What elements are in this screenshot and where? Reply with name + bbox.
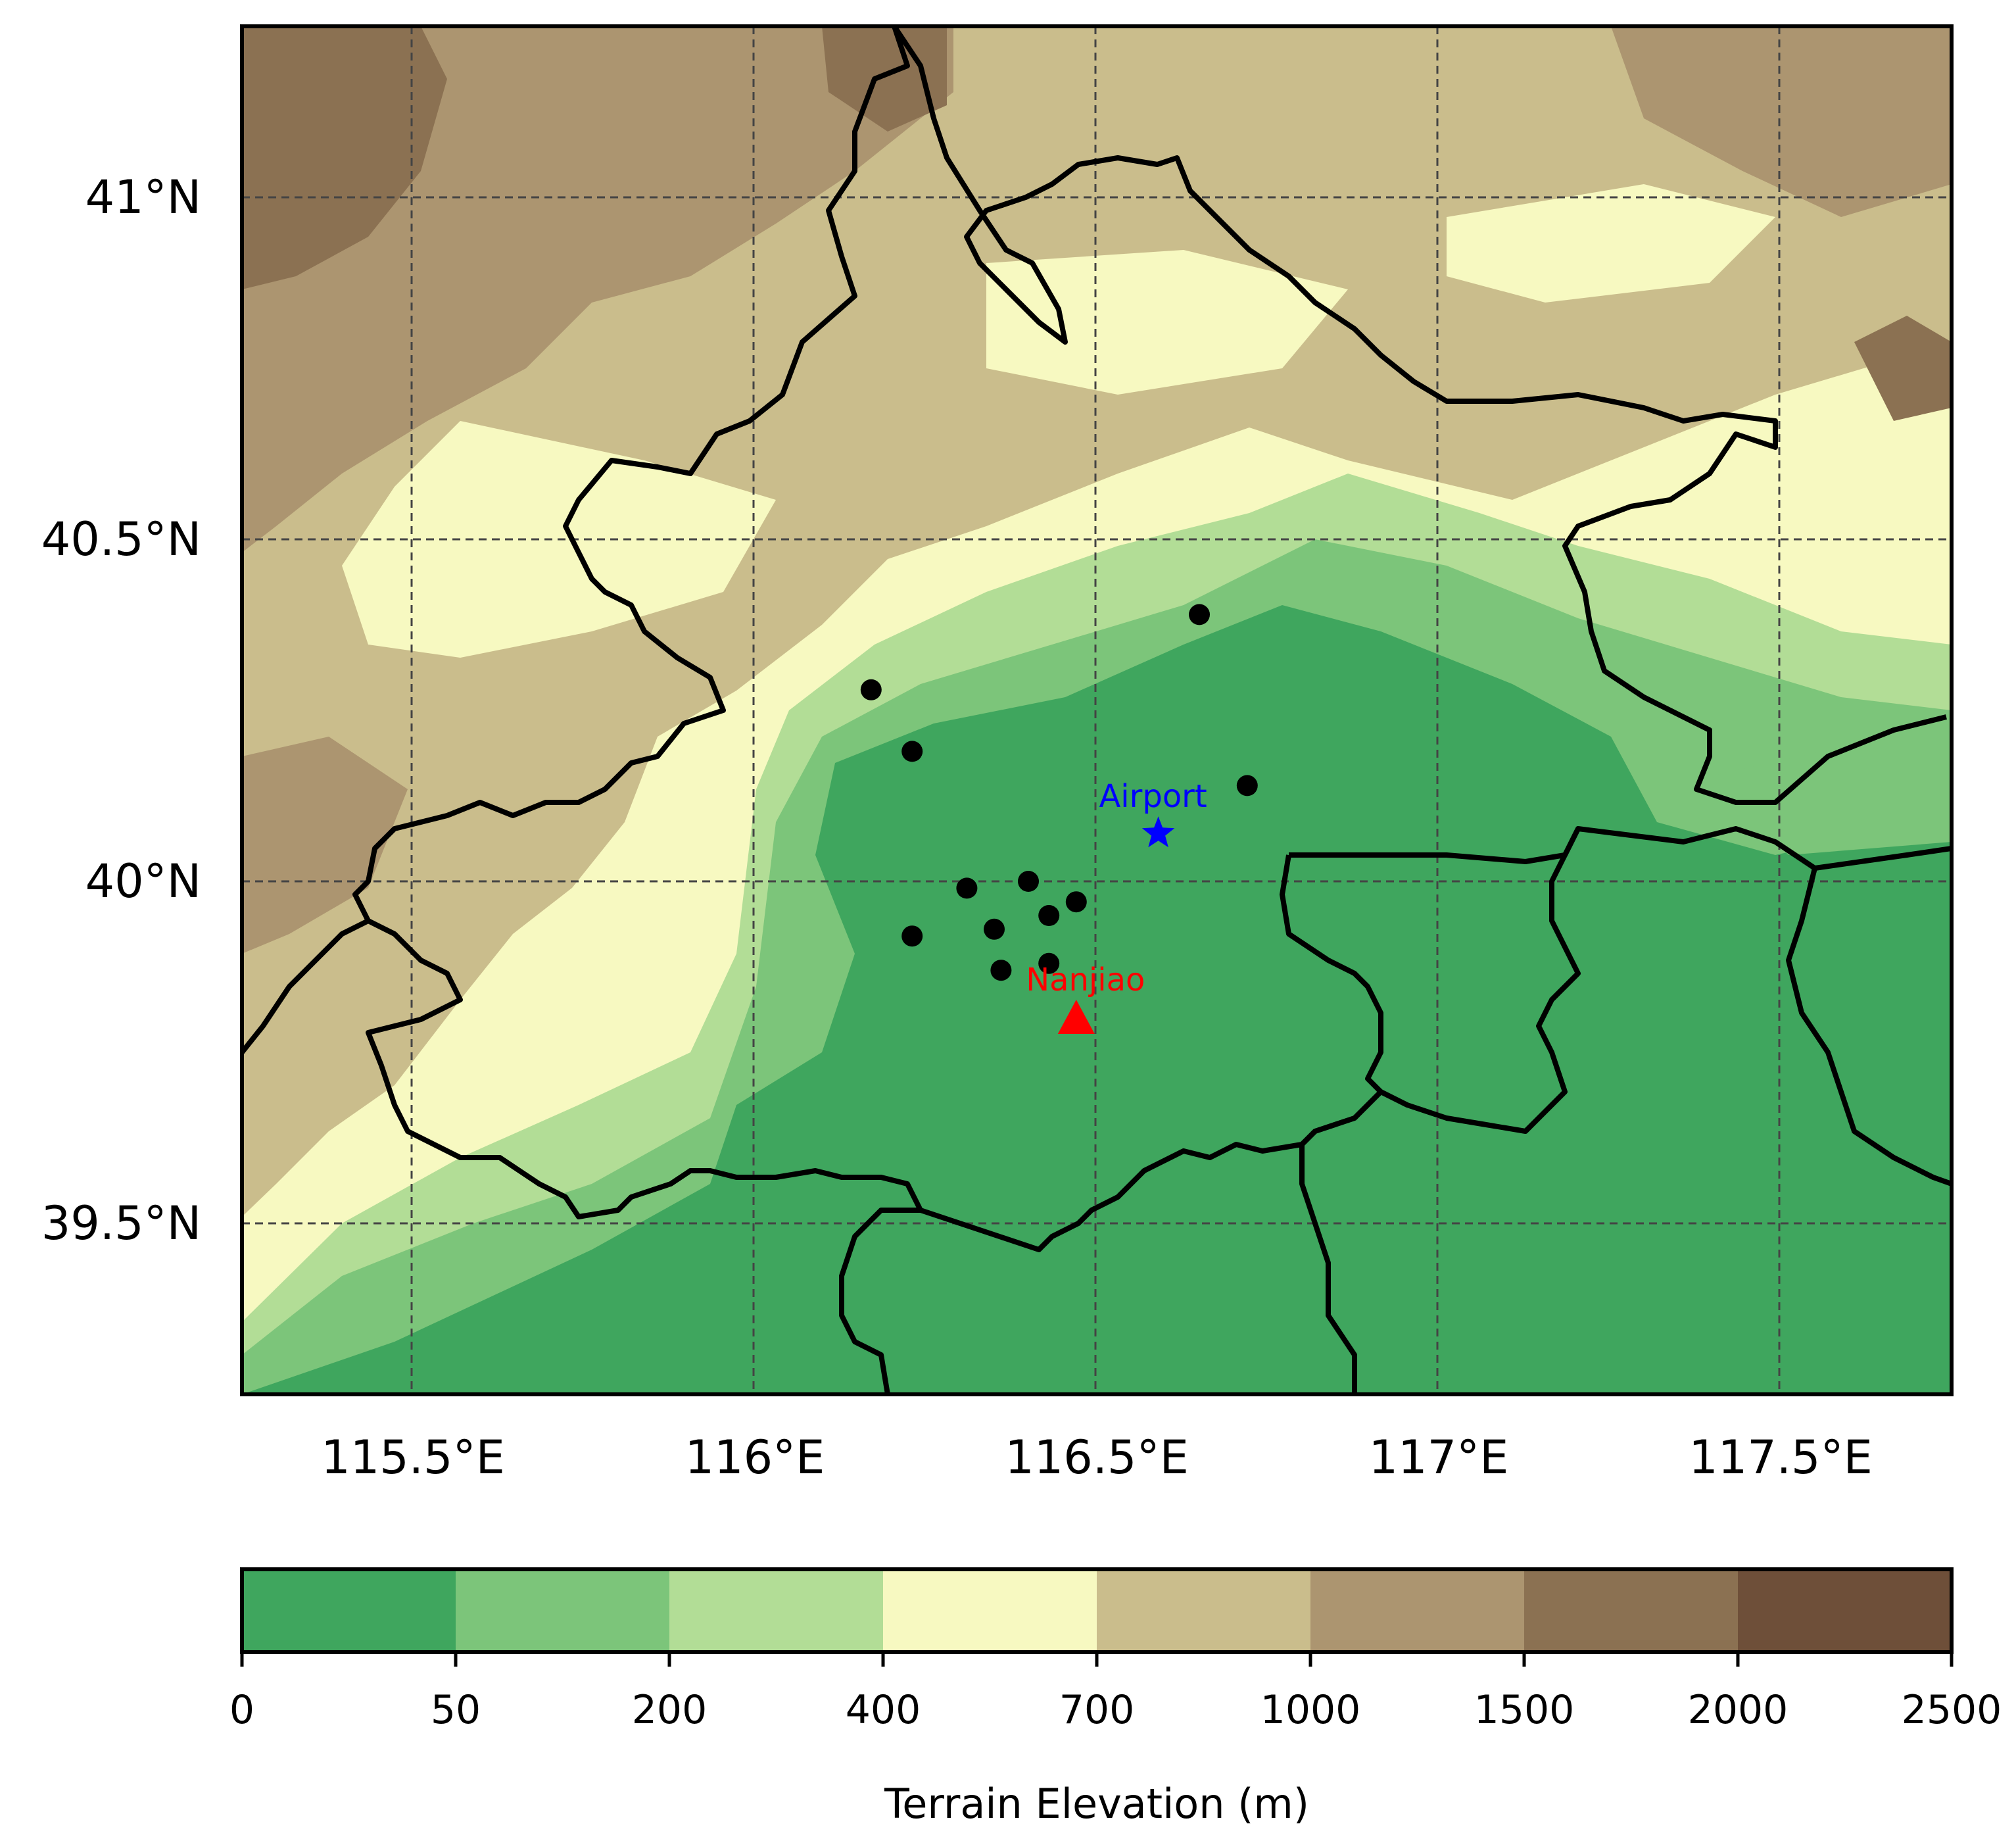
colorbar-title: Terrain Elevation (m) [884, 1780, 1309, 1828]
station-marker-10 [901, 925, 923, 947]
colorbar-swatch-7 [1524, 1569, 1739, 1652]
lat-tick-label-3: 40°N [85, 854, 201, 908]
colorbar-swatch-3 [669, 1569, 884, 1652]
longitude-tick-labels: 115.5°E 116°E 116.5°E 117°E 117.5°E [321, 1431, 1873, 1484]
nanjiao-triangle-icon [1057, 1000, 1095, 1034]
admin-boundaries [242, 26, 1952, 1394]
airport-star-icon [1141, 816, 1175, 848]
lat-tick-label-4: 39.5°N [41, 1196, 201, 1250]
colorbar-swatch-6 [1310, 1569, 1525, 1652]
station-marker-1 [860, 679, 882, 700]
colorbar: 0 50 200 400 700 1000 1500 2000 2500 Terrain Ele… [229, 1567, 2002, 1828]
colorbar-tick-label-7: 1500 [1474, 1687, 1575, 1733]
station-marker-4 [1236, 775, 1258, 796]
colorbar-swatch-2 [456, 1569, 670, 1652]
colorbar-tick-label-6: 1000 [1260, 1687, 1361, 1733]
station-marker-5 [956, 877, 978, 899]
colorbar-tick-label-9: 2500 [1902, 1687, 2002, 1733]
station-marker-2 [901, 741, 923, 762]
colorbar-tick-label-8: 2000 [1688, 1687, 1788, 1733]
colorbar-ticks: 0 50 200 400 700 1000 1500 2000 2500 [229, 1652, 2002, 1733]
latitude-tick-labels: 41°N 40.5°N 40°N 39.5°N [41, 170, 201, 1250]
colorbar-tick-label-1: 0 [229, 1687, 254, 1733]
lat-tick-label-1: 41°N [85, 170, 201, 224]
colorbar-tick-label-2: 50 [431, 1687, 481, 1733]
lon-tick-label-5: 117.5°E [1689, 1431, 1873, 1484]
colorbar-swatches [242, 1569, 1952, 1652]
station-marker-9 [1038, 905, 1060, 926]
airport-label: Airport [1099, 778, 1207, 815]
lat-tick-label-2: 40.5°N [41, 512, 201, 566]
nanjiao-label: Nanjiao [1026, 962, 1145, 998]
station-marker-7 [1065, 891, 1087, 913]
colorbar-swatch-8 [1738, 1569, 1952, 1652]
colorbar-swatch-1 [242, 1569, 456, 1652]
colorbar-tick-label-4: 400 [846, 1687, 921, 1733]
lon-tick-label-1: 115.5°E [321, 1431, 505, 1484]
colorbar-tick-label-5: 700 [1059, 1687, 1135, 1733]
colorbar-swatch-5 [1097, 1569, 1311, 1652]
lon-tick-label-4: 117°E [1369, 1431, 1509, 1484]
lon-tick-label-2: 116°E [685, 1431, 825, 1484]
station-marker-6 [1018, 871, 1039, 892]
station-marker-12 [1038, 952, 1060, 974]
colorbar-tick-label-3: 200 [632, 1687, 708, 1733]
colorbar-swatch-4 [883, 1569, 1097, 1652]
lon-tick-label-3: 116.5°E [1005, 1431, 1189, 1484]
station-marker-3 [1189, 604, 1210, 625]
station-marker-8 [984, 918, 1005, 940]
map-frame [240, 24, 1954, 1396]
lowland-terrain [242, 474, 1952, 1394]
observation-stations [860, 604, 1258, 981]
graticule [242, 26, 1952, 1394]
map-panel: Airport Nanjiao [240, 24, 1954, 1396]
station-marker-11 [990, 960, 1012, 981]
